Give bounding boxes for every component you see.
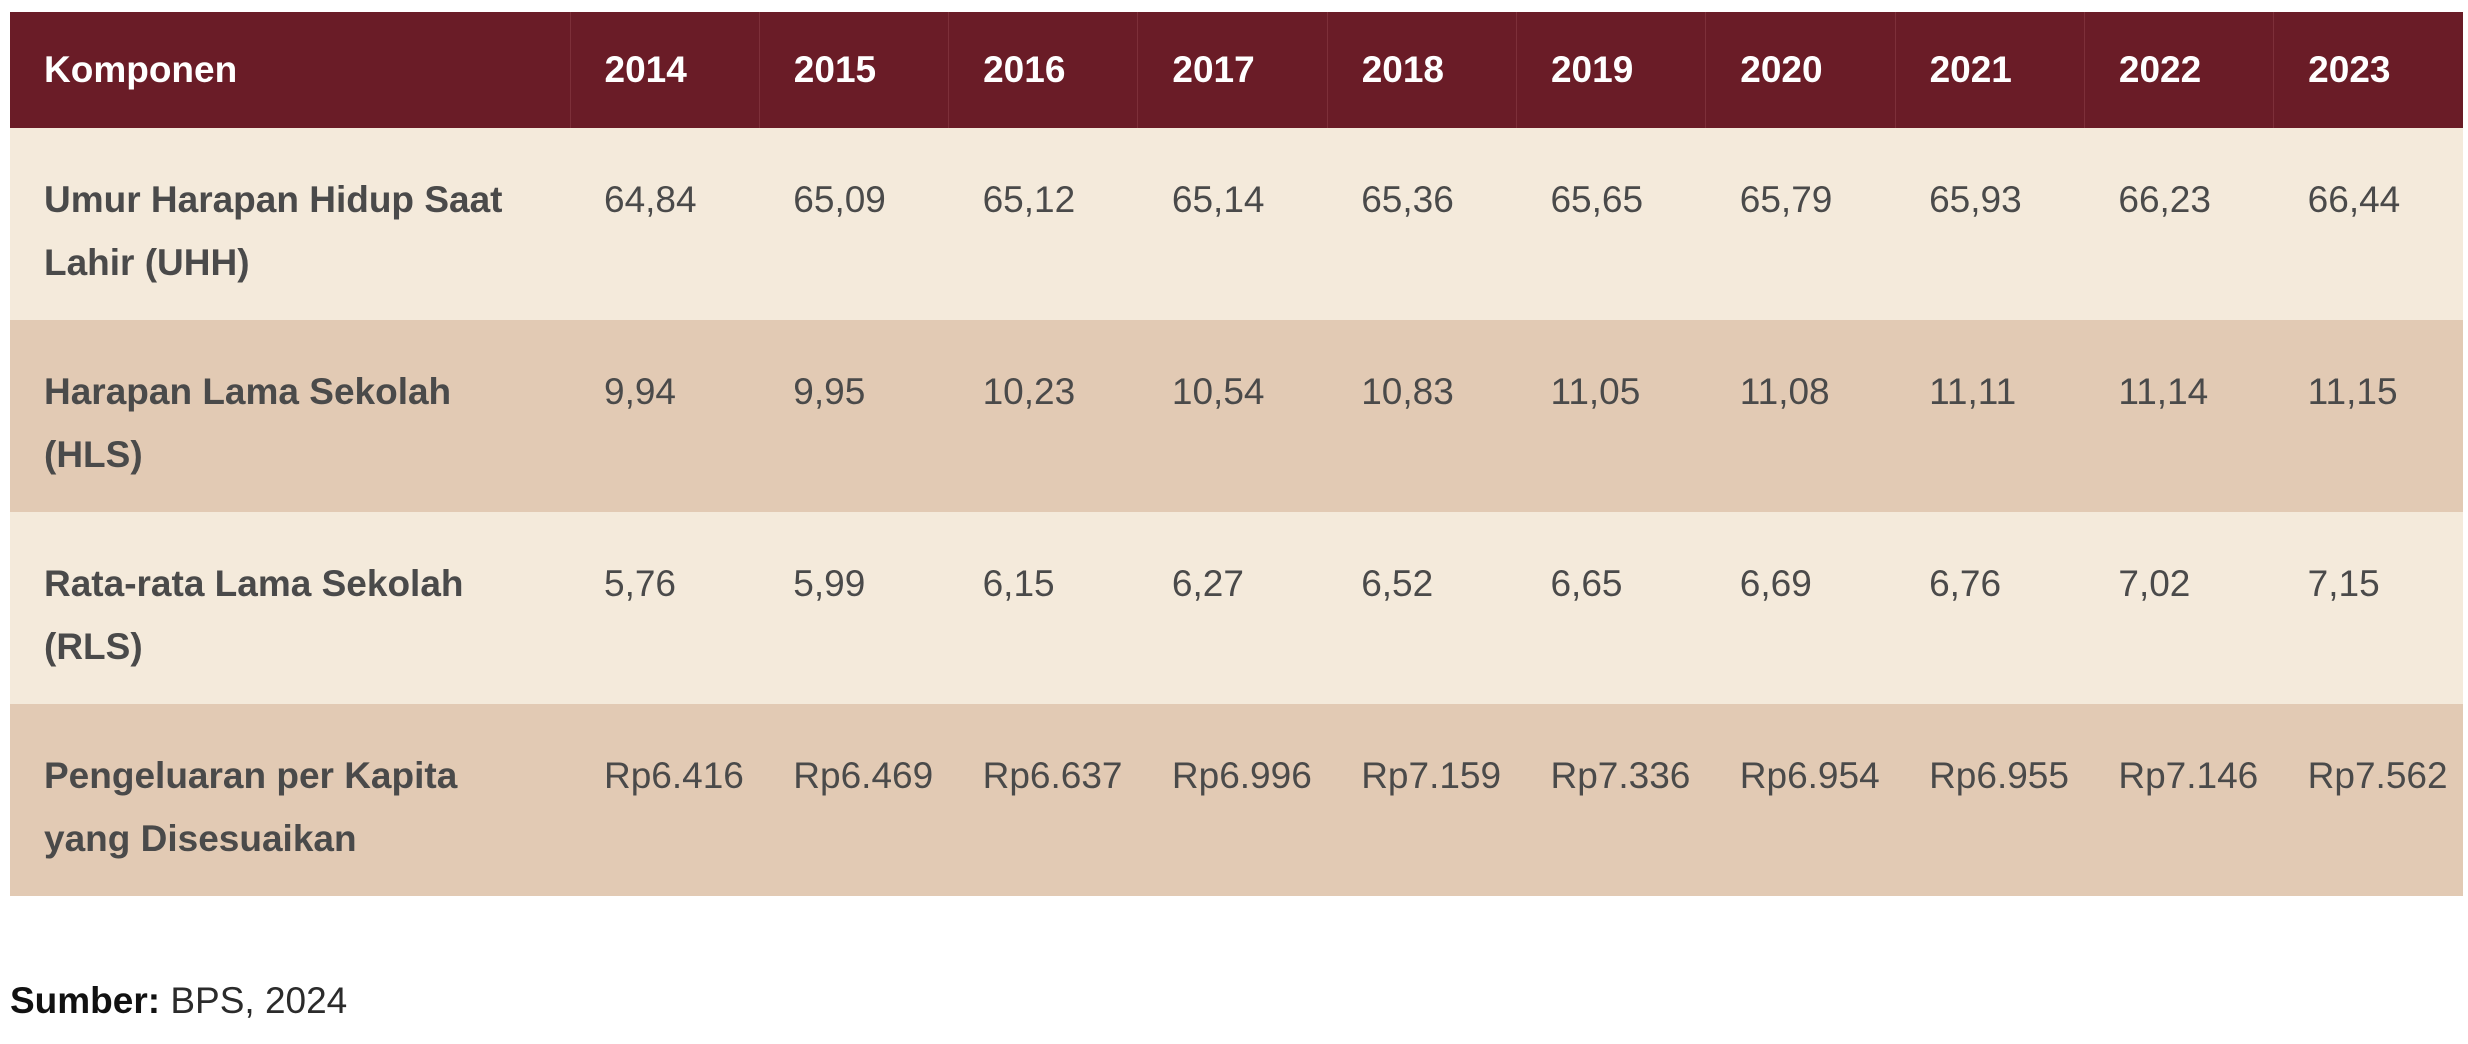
row-label: Rata-rata Lama Sekolah (RLS): [44, 563, 464, 667]
table-cell: 11,11: [1929, 371, 2017, 412]
table-cell: 65,79: [1739, 179, 1833, 220]
header-cell-year: 2021: [1894, 12, 2085, 128]
header-cell-year: 2014: [569, 12, 760, 128]
table-cell: 65,65: [1550, 179, 1644, 220]
header-cell-year: 2015: [758, 12, 949, 128]
row-label: Umur Harapan Hidup Saat Lahir (UHH): [44, 179, 503, 283]
table-cell: 65,36: [1361, 179, 1454, 220]
table-cell: 11,15: [2307, 371, 2398, 412]
table-cell: 7,02: [2118, 563, 2191, 604]
source-label: Sumber:: [10, 980, 161, 1021]
header-cell-komponen: Komponen: [44, 49, 238, 90]
table-cell: 11,08: [1739, 371, 1830, 412]
table-cell: 65,09: [793, 179, 886, 220]
table-cell: 11,14: [2118, 371, 2209, 412]
table-cell: 65,12: [982, 179, 1076, 220]
table-cell: 5,76: [604, 563, 677, 604]
header-cell-year: 2018: [1326, 12, 1517, 128]
table-row-uhh: Umur Harapan Hidup Saat Lahir (UHH) 64,8…: [10, 128, 2463, 320]
table-cell: 6,76: [1929, 563, 2002, 604]
table-cell: Rp6.637: [982, 755, 1123, 796]
table-cell: Rp6.996: [1171, 755, 1312, 796]
table-cell: 10,54: [1171, 371, 1265, 412]
table-cell: Rp6.954: [1739, 755, 1880, 796]
table-cell: 10,23: [982, 371, 1076, 412]
table-header-row: Komponen 2014 2015 2016 2017 2018 2019 2…: [10, 12, 2463, 128]
table-cell: 6,65: [1550, 563, 1623, 604]
header-cell-year: 2020: [1705, 12, 1896, 128]
table-cell: 65,93: [1929, 179, 2022, 220]
data-table-container: Komponen 2014 2015 2016 2017 2018 2019 2…: [10, 12, 2463, 896]
header-cell-year: 2017: [1137, 12, 1328, 128]
table-row-rls: Rata-rata Lama Sekolah (RLS) 5,76 5,99 6…: [10, 512, 2463, 704]
table-cell: 11,05: [1550, 371, 1641, 412]
table-cell: 66,23: [2118, 179, 2211, 220]
table-cell: 6,69: [1739, 563, 1812, 604]
source-note: Sumber: BPS, 2024: [10, 980, 347, 1022]
table-cell: Rp6.416: [604, 755, 744, 796]
header-cell-year: 2022: [2083, 12, 2274, 128]
data-table: Komponen 2014 2015 2016 2017 2018 2019 2…: [10, 12, 2463, 896]
row-label: Pengeluaran per Kapita yang Disesuaikan: [44, 755, 458, 859]
table-cell: Rp7.146: [2118, 755, 2259, 796]
table-cell: 9,95: [793, 371, 866, 412]
header-cell-year: 2019: [1515, 12, 1706, 128]
header-cell-year: 2023: [2273, 12, 2463, 128]
table-cell: 66,44: [2307, 179, 2401, 220]
table-cell: 6,52: [1361, 563, 1434, 604]
table-cell: 6,27: [1171, 563, 1244, 604]
table-cell: 7,15: [2307, 563, 2380, 604]
table-cell: Rp6.469: [793, 755, 934, 796]
table-cell: 6,15: [982, 563, 1055, 604]
table-cell: Rp6.955: [1929, 755, 2069, 796]
table-cell: Rp7.562: [2307, 755, 2448, 796]
row-label: Harapan Lama Sekolah (HLS): [44, 371, 452, 475]
table-row-hls: Harapan Lama Sekolah (HLS) 9,94 9,95 10,…: [10, 320, 2463, 512]
table-cell: 10,83: [1361, 371, 1454, 412]
source-text: BPS, 2024: [160, 980, 348, 1021]
table-cell: 5,99: [793, 563, 866, 604]
header-cell-year: 2016: [948, 12, 1138, 128]
table-cell: 65,14: [1171, 179, 1265, 220]
table-cell: 64,84: [604, 179, 697, 220]
table-cell: Rp7.159: [1361, 755, 1502, 796]
table-cell: 9,94: [604, 371, 677, 412]
table-cell: Rp7.336: [1550, 755, 1691, 796]
table-row-pengeluaran: Pengeluaran per Kapita yang Disesuaikan …: [10, 704, 2463, 896]
